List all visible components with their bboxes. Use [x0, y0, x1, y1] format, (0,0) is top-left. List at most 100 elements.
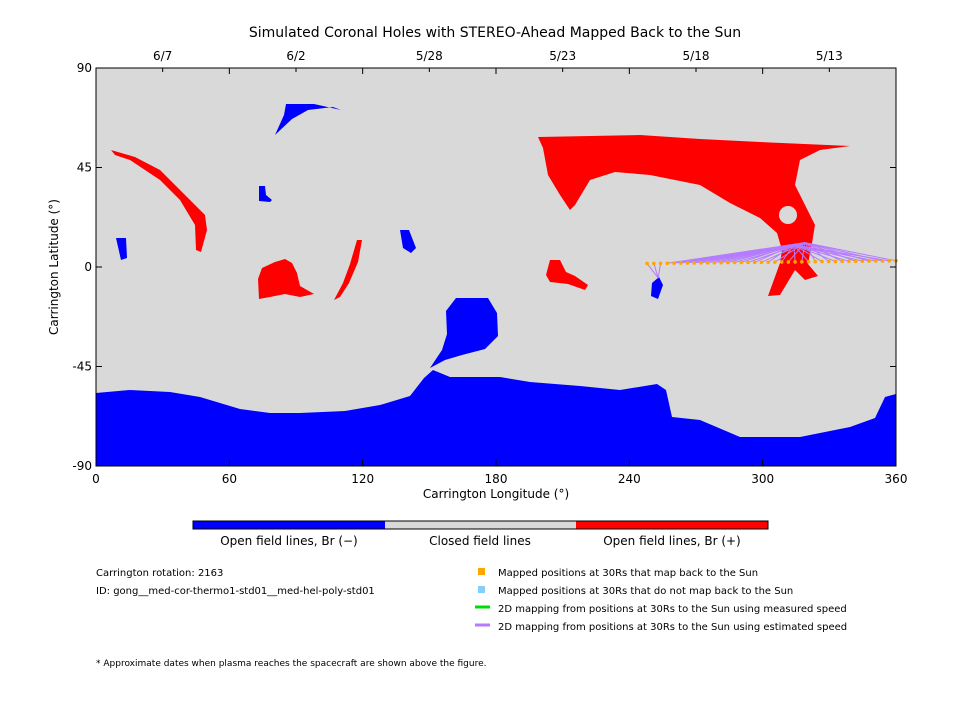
mapped-point [759, 260, 764, 265]
legend-swatch-mapped [478, 568, 485, 575]
legend-label-mapped: Mapped positions at 30Rs that map back t… [498, 568, 758, 579]
mapped-point [746, 260, 750, 265]
mapped-point [820, 259, 824, 264]
mapped-point [732, 260, 737, 265]
legend-label-unmapped: Mapped positions at 30Rs that do not map… [498, 586, 793, 597]
chart-title: Simulated Coronal Holes with STEREO-Ahea… [249, 25, 741, 41]
date-label: 5/28 [416, 49, 443, 63]
colorbar-frame [192, 520, 769, 530]
y-tick-label: 0 [84, 260, 92, 274]
mapped-point [685, 261, 690, 265]
x-tick-label: 120 [351, 472, 374, 486]
x-tick-label: 300 [751, 472, 774, 486]
plot-area [95, 67, 898, 467]
mapping-line [714, 244, 794, 264]
y-tick-label: 45 [77, 161, 92, 175]
mapping-line [646, 263, 659, 279]
x-tick-label: 240 [618, 472, 641, 486]
mapped-point [705, 261, 710, 265]
colorbar-label-negative: Open field lines, Br (−) [220, 534, 358, 548]
region-small-negative-2 [259, 186, 272, 202]
region-mid-west-patch [258, 259, 314, 299]
mapped-point [719, 260, 723, 265]
mapping-line [793, 244, 823, 263]
mapped-point [692, 261, 696, 265]
colorbar-positive [576, 521, 768, 529]
mapped-point [786, 260, 791, 264]
legend-label-measured: 2D mapping from positions at 30Rs to the… [498, 604, 847, 615]
mapped-point [793, 260, 797, 264]
mapped-point [853, 259, 858, 264]
mapped-point [887, 259, 892, 263]
region-north-small-strip [275, 104, 341, 135]
mapping-line [801, 242, 806, 262]
footnote: * Approximate dates when plasma reaches … [96, 659, 487, 669]
mapped-point [726, 260, 730, 265]
legend: Mapped positions at 30Rs that map back t… [475, 568, 847, 633]
mapped-point [779, 260, 784, 264]
mapped-point [752, 260, 757, 265]
mapping-line [804, 242, 897, 262]
mapped-point [773, 260, 777, 264]
mapping-line [767, 244, 795, 263]
axes: 0 60 120 180 240 300 360 90 45 0 -45 -90 6/7 6/2 5/28 5… [72, 49, 907, 486]
colorbar-closed [385, 521, 576, 529]
mapped-point [739, 260, 744, 265]
region-thin-arc [334, 240, 362, 300]
date-label: 5/18 [683, 49, 710, 63]
mapping-line [793, 244, 809, 263]
mapping-line [657, 263, 662, 279]
mapped-point [800, 260, 804, 264]
mapped-point [847, 259, 851, 264]
region-north-east-cap [538, 135, 850, 296]
y-tick-label: -45 [72, 360, 92, 374]
mapped-points [645, 259, 898, 266]
colorbar-label-positive: Open field lines, Br (+) [603, 534, 741, 548]
x-tick-label: 0 [92, 472, 100, 486]
x-axis-label: Carrington Longitude (°) [423, 487, 569, 501]
carrington-rotation-text: Carrington rotation: 2163 [96, 568, 223, 579]
mapping-line [793, 244, 890, 262]
mapping-line [781, 244, 795, 263]
mapped-point [658, 261, 663, 266]
mapping-line [793, 244, 836, 262]
mapping-lines [646, 242, 897, 279]
mapped-point [880, 259, 885, 263]
mapped-point [860, 259, 865, 263]
mapped-point [826, 259, 831, 264]
mapped-point [712, 260, 717, 265]
mapped-point [699, 261, 703, 265]
region-equatorial-patch [546, 260, 588, 290]
date-label: 5/23 [549, 49, 576, 63]
mapped-point [833, 259, 838, 264]
mapped-point [806, 259, 811, 264]
mapping-line [727, 244, 794, 264]
mapping-line [804, 242, 816, 262]
mapped-point [867, 259, 871, 263]
y-axis-label: Carrington Latitude (°) [47, 199, 61, 335]
mapped-point [645, 261, 649, 266]
date-label: 6/2 [286, 49, 305, 63]
mapped-point [678, 261, 683, 265]
region-central-south-extension [430, 298, 498, 368]
legend-label-estimated: 2D mapping from positions at 30Rs to the… [498, 622, 847, 633]
x-tick-label: 360 [885, 472, 908, 486]
x-tick-label: 60 [222, 472, 237, 486]
y-tick-label: 90 [77, 61, 92, 75]
mapped-point [766, 260, 770, 264]
mapped-point [874, 259, 878, 263]
id-text: ID: gong__med-cor-thermo1-std01__med-hel… [96, 586, 375, 597]
region-small-negative-1 [116, 238, 127, 260]
region-south-polar-cap [96, 370, 896, 466]
date-label: 5/13 [816, 49, 843, 63]
y-tick-label: -90 [72, 459, 92, 473]
date-label: 6/7 [153, 49, 172, 63]
mapping-line [741, 244, 794, 263]
region-north-west-arc [111, 150, 207, 252]
mapping-line [754, 244, 794, 263]
mapped-point [840, 259, 844, 264]
colorbar: Open field lines, Br (−) Closed field li… [192, 520, 769, 548]
mapping-line [793, 244, 850, 262]
mapping-line [653, 263, 659, 279]
